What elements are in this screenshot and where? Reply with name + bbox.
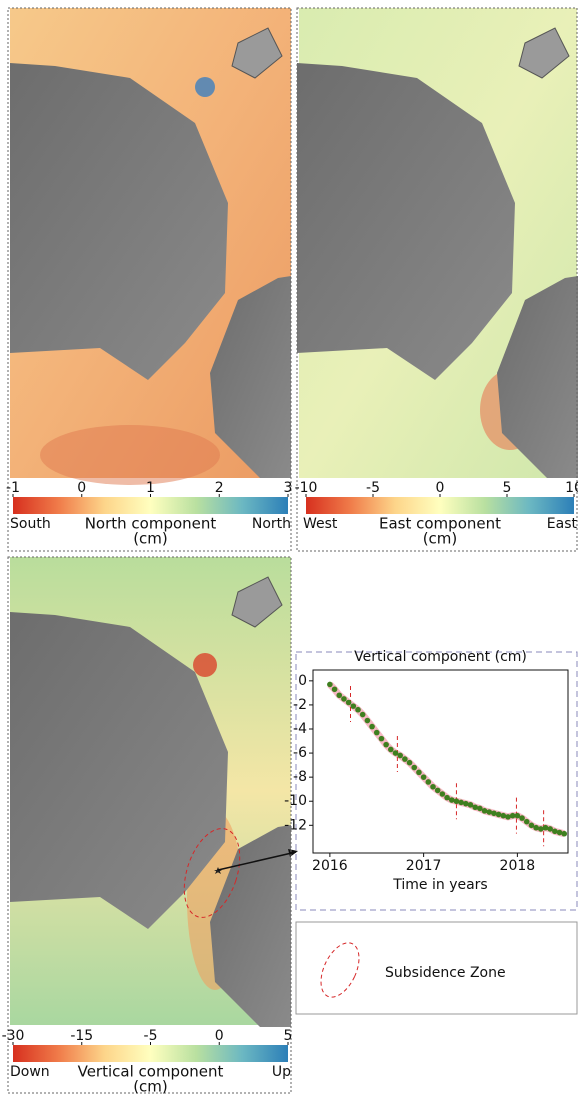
point (355, 707, 361, 713)
point (336, 692, 342, 698)
colorbar (306, 497, 574, 514)
colorbar-tick-label: 2 (215, 480, 224, 496)
x-tick-label: 2017 (406, 858, 442, 874)
point (524, 819, 530, 825)
map-vertical (8, 557, 298, 1093)
colorbar-tick-label: -15 (70, 1028, 93, 1044)
colorbar (13, 497, 288, 514)
colorbar-unit: (cm) (133, 530, 168, 548)
colorbar (13, 1045, 288, 1062)
point (346, 700, 352, 706)
point (411, 765, 417, 771)
x-tick-label: 2016 (312, 858, 348, 874)
colorbar-right-label: East (547, 516, 578, 532)
y-tick-label: -8 (293, 769, 307, 785)
y-tick-label: -12 (284, 817, 307, 833)
point (458, 800, 464, 806)
point (351, 703, 357, 709)
point (365, 718, 371, 724)
y-tick-label: -6 (293, 745, 307, 761)
colorbar-tick-label: -10 (295, 480, 318, 496)
colorbar-unit: (cm) (133, 1078, 168, 1094)
point (369, 724, 375, 730)
point (505, 814, 511, 820)
point (332, 686, 338, 692)
point (426, 779, 432, 785)
colorbar-tick-label: -5 (144, 1028, 158, 1044)
point (538, 826, 544, 832)
point (472, 804, 478, 810)
point (454, 798, 460, 804)
colorbar-tick-label: 1 (146, 480, 155, 496)
point (486, 809, 492, 815)
colorbar-tick-label: 10 (565, 480, 578, 496)
y-tick-label: -2 (293, 697, 307, 713)
point (421, 774, 427, 780)
point (407, 760, 413, 766)
colorbar-tick-label: -30 (2, 1028, 25, 1044)
x-tick-label: 2018 (500, 858, 536, 874)
point (496, 812, 502, 818)
point (440, 791, 446, 797)
colorbar-tick-label: -5 (366, 480, 380, 496)
x-axis-label: Time in years (392, 877, 487, 893)
point (388, 747, 394, 753)
y-tick-label: -4 (293, 721, 307, 737)
point (379, 736, 385, 742)
figure: Subsidence Zone -10123SouthNorthNorth co… (0, 0, 578, 1094)
point (416, 770, 422, 776)
colorbar-left-label: South (10, 516, 51, 532)
colorbar-unit: (cm) (423, 530, 458, 548)
legend-label: Subsidence Zone (385, 965, 506, 981)
colorbar-tick-label: -1 (6, 480, 20, 496)
colorbar-right-label: Up (272, 1064, 291, 1080)
point (374, 730, 380, 736)
colorbar-tick-label: 0 (436, 480, 445, 496)
y-tick-label: 0 (298, 673, 307, 689)
colorbar-tick-label: 5 (503, 480, 512, 496)
point (327, 682, 333, 688)
map-east (297, 8, 578, 551)
point (501, 813, 507, 819)
colorbar-tick-label: 3 (284, 480, 293, 496)
point (482, 808, 488, 814)
point (557, 830, 563, 836)
point (543, 825, 549, 831)
y-tick-label: -10 (284, 793, 307, 809)
point (430, 784, 436, 790)
point (491, 810, 497, 816)
point (360, 712, 366, 718)
colorbar-tick-label: 5 (284, 1028, 293, 1044)
colorbar-left-label: Down (10, 1064, 50, 1080)
legend-symbol (313, 937, 367, 1003)
point (449, 797, 455, 803)
point (561, 831, 567, 837)
point (402, 756, 408, 762)
map-north (8, 8, 291, 551)
point (435, 788, 441, 794)
point (397, 753, 403, 759)
page: {"maps": [ {"colorbar": {"ticks": [-1, 0… (0, 0, 578, 1094)
point (552, 829, 558, 835)
point (341, 696, 347, 702)
point (463, 801, 469, 807)
colorbar-tick-label: 0 (215, 1028, 224, 1044)
point (519, 815, 525, 821)
colorbar-tick-label: 0 (77, 480, 86, 496)
colorbar-right-label: North (252, 516, 291, 532)
point (533, 825, 539, 831)
colorbar-left-label: West (303, 516, 338, 532)
chart-title: Vertical component (cm) (354, 649, 527, 665)
point (383, 742, 389, 748)
